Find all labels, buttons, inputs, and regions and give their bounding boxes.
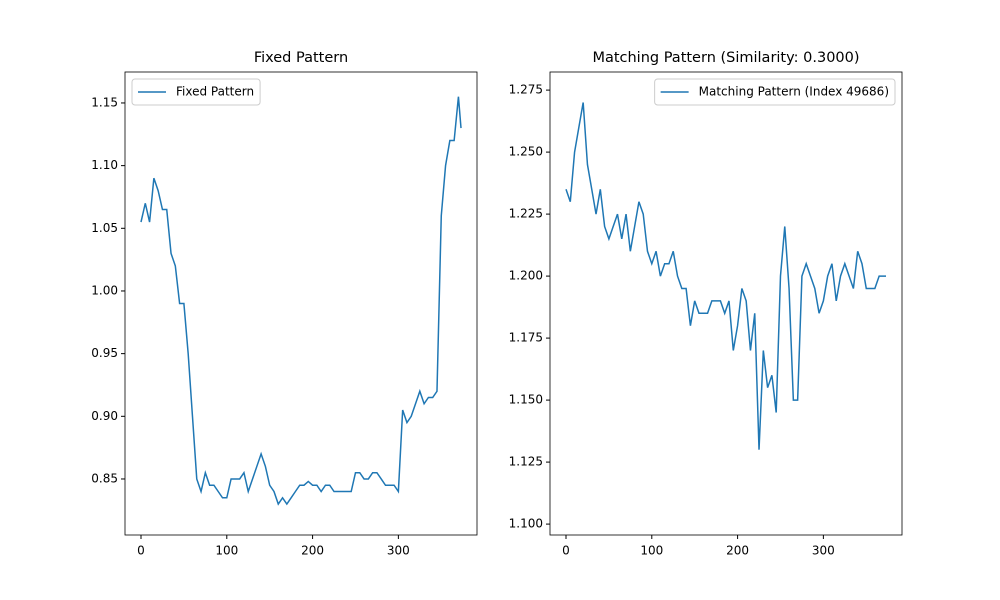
x-tick-label: 0 [137,544,145,558]
y-tick-label: 1.275 [509,83,543,97]
y-tick-label: 0.90 [91,409,118,423]
legend-label: Matching Pattern (Index 49686) [699,85,889,99]
x-tick-label: 100 [640,544,663,558]
chart-title: Matching Pattern (Similarity: 0.3000) [592,50,859,66]
chart-title: Fixed Pattern [254,50,348,66]
legend-box [654,78,896,106]
y-tick-label: 1.100 [509,517,543,531]
x-tick-label: 300 [387,544,410,558]
y-tick-label: 0.95 [91,346,118,360]
axes-frame [124,71,478,536]
x-tick-label: 300 [812,544,835,558]
legend: Matching Pattern (Index 49686) [654,78,896,106]
x-tick-label: 100 [215,544,238,558]
y-tick-label: 1.225 [509,207,543,221]
legend-label: Fixed Pattern [176,85,254,99]
series-line [565,102,886,450]
legend: Fixed Pattern [131,78,261,106]
y-tick-label: 1.150 [509,393,543,407]
y-tick-label: 1.05 [91,221,118,235]
series-line [140,96,462,506]
x-tick-label: 0 [562,544,570,558]
y-tick-label: 1.15 [91,95,118,109]
y-tick-label: 1.10 [91,158,118,172]
y-tick-label: 1.00 [91,283,118,297]
y-tick-label: 1.250 [509,145,543,159]
x-tick-label: 200 [726,544,749,558]
axes-frame [549,71,903,536]
y-tick-label: 0.85 [91,471,118,485]
y-tick-label: 1.200 [509,269,543,283]
legend-box [131,78,261,106]
x-tick-label: 200 [301,544,324,558]
y-tick-label: 1.125 [509,455,543,469]
y-tick-label: 1.175 [509,331,543,345]
